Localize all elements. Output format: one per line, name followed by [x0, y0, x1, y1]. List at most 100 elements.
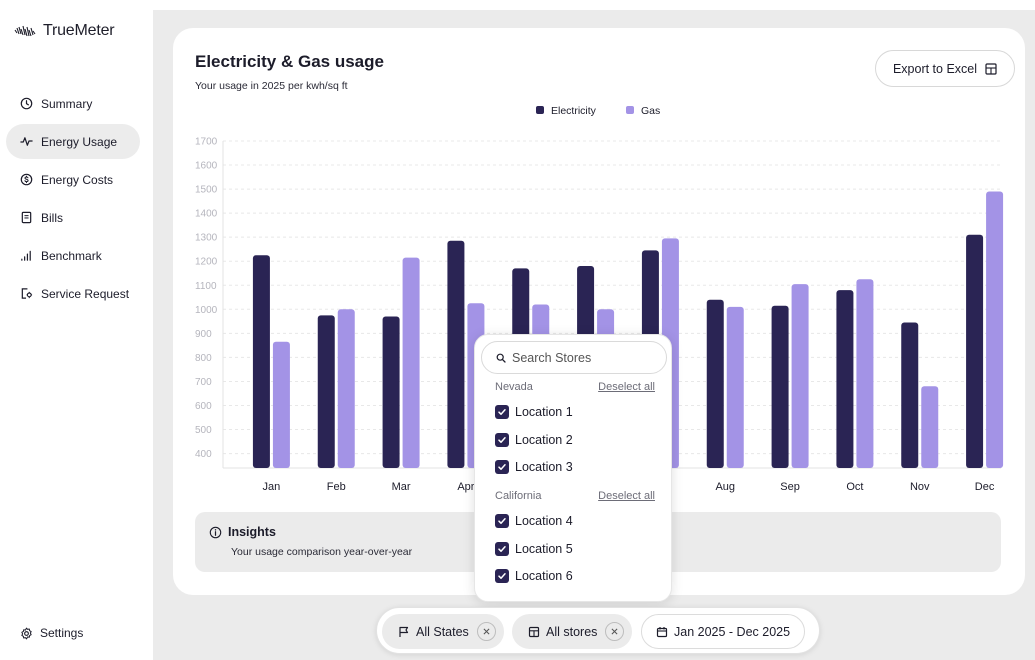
date-range-label: Jan 2025 - Dec 2025 — [674, 624, 791, 639]
y-tick-label: 1200 — [195, 257, 218, 268]
store-search[interactable] — [481, 341, 667, 374]
store-search-input[interactable] — [512, 350, 662, 365]
bar-electricity-dec — [966, 234, 984, 468]
y-tick-label: 1100 — [195, 281, 217, 292]
date-range-chip[interactable]: Jan 2025 - Dec 2025 — [641, 614, 806, 649]
x-tick-label: Nov — [910, 481, 930, 493]
y-tick-label: 1600 — [195, 161, 218, 172]
check-icon — [498, 546, 506, 552]
document-icon — [21, 211, 32, 224]
y-tick-label: 1300 — [195, 233, 218, 244]
flag-icon — [399, 626, 409, 637]
bar-gas-jan — [272, 341, 290, 468]
deselect-all-california-link[interactable]: Deselect all — [598, 490, 655, 502]
dollar-icon — [20, 173, 33, 186]
sidebar-item-energy-costs[interactable]: Energy Costs — [6, 162, 140, 197]
location-checkbox-item[interactable]: Location 2 — [495, 433, 573, 447]
location-label: Location 4 — [515, 514, 573, 528]
deselect-all-nevada-link[interactable]: Deselect all — [598, 381, 655, 393]
legend-swatch — [536, 106, 544, 114]
location-label: Location 2 — [515, 433, 573, 447]
checkbox-checked[interactable] — [495, 405, 509, 419]
checkbox-checked[interactable] — [495, 460, 509, 474]
sidebar: TrueMeter Summary Energy Usage Energy Co… — [0, 0, 153, 660]
clear-stores-button[interactable] — [605, 622, 625, 641]
y-tick-label: 600 — [195, 401, 212, 412]
logo-icon — [14, 25, 36, 37]
gear-icon — [21, 627, 32, 639]
sidebar-item-label: Service Request — [41, 286, 130, 301]
location-checkbox-item[interactable]: Location 6 — [495, 569, 573, 583]
y-tick-label: 800 — [195, 353, 212, 364]
checkbox-checked[interactable] — [495, 542, 509, 556]
sidebar-item-label: Summary — [41, 96, 93, 111]
check-icon — [498, 464, 506, 470]
states-filter-chip[interactable]: All States — [382, 614, 504, 649]
bar-electricity-oct — [836, 290, 854, 468]
location-label: Location 6 — [515, 569, 573, 583]
bar-electricity-apr — [447, 240, 465, 468]
brand-name: TrueMeter — [43, 22, 115, 39]
y-tick-label: 1500 — [195, 185, 218, 196]
x-tick-label: Apr — [457, 481, 474, 493]
export-to-excel-button[interactable]: Export to Excel — [875, 50, 1015, 87]
sidebar-item-settings[interactable]: Settings — [20, 626, 83, 640]
sidebar-item-service-request[interactable]: Service Request — [6, 276, 140, 311]
y-tick-label: 400 — [195, 449, 212, 460]
sidebar-item-label: Benchmark — [41, 248, 102, 263]
bar-gas-nov — [921, 386, 939, 468]
y-tick-label: 1700 — [195, 137, 218, 148]
group-header-california: California Deselect all — [495, 490, 655, 502]
location-checkbox-item[interactable]: Location 1 — [495, 405, 573, 419]
legend-swatch — [626, 106, 634, 114]
stores-filter-label: All stores — [546, 624, 598, 639]
check-icon — [498, 518, 506, 524]
calendar-icon — [656, 626, 668, 637]
x-tick-label: Dec — [975, 481, 995, 493]
bar-gas-sep — [791, 284, 809, 468]
location-checkbox-item[interactable]: Location 3 — [495, 460, 573, 474]
group-name: Nevada — [495, 381, 533, 393]
sidebar-item-bills[interactable]: Bills — [6, 200, 140, 235]
check-icon — [498, 437, 506, 443]
y-tick-label: 700 — [195, 377, 212, 388]
sidebar-item-summary[interactable]: Summary — [6, 86, 140, 121]
location-label: Location 1 — [515, 405, 573, 419]
check-icon — [498, 409, 506, 415]
bar-gas-dec — [986, 191, 1004, 468]
states-filter-label: All States — [416, 624, 469, 639]
info-icon — [209, 526, 222, 538]
location-label: Location 5 — [515, 542, 573, 556]
stores-filter-chip[interactable]: All stores — [512, 614, 633, 649]
clear-states-button[interactable] — [476, 622, 496, 641]
card-title: Electricity & Gas usage — [195, 52, 384, 71]
location-label: Location 3 — [515, 460, 573, 474]
insights-title: Insights — [209, 525, 276, 539]
sidebar-item-benchmark[interactable]: Benchmark — [6, 238, 140, 273]
store-icon — [528, 626, 540, 637]
x-tick-label: Sep — [780, 481, 800, 493]
checkbox-checked[interactable] — [495, 433, 509, 447]
y-tick-label: 1000 — [195, 305, 218, 316]
location-checkbox-item[interactable]: Location 4 — [495, 514, 573, 528]
bar-electricity-mar — [382, 316, 400, 468]
x-tick-label: Mar — [392, 481, 411, 493]
bar-gas-aug — [726, 306, 744, 468]
bars-icon — [21, 250, 31, 261]
y-tick-label: 900 — [195, 329, 212, 340]
checkbox-checked[interactable] — [495, 569, 509, 583]
brand-logo[interactable]: TrueMeter — [14, 22, 115, 40]
sidebar-item-energy-usage[interactable]: Energy Usage — [6, 124, 140, 159]
sidebar-item-label: Bills — [41, 210, 64, 225]
table-icon — [985, 62, 997, 75]
bar-gas-mar — [402, 257, 420, 468]
location-checkbox-item[interactable]: Location 5 — [495, 542, 573, 556]
close-icon — [483, 628, 490, 635]
insights-title-text: Insights — [228, 525, 276, 539]
checkbox-checked[interactable] — [495, 514, 509, 528]
sidebar-nav: Summary Energy Usage Energy Costs Bills … — [6, 86, 140, 314]
settings-label: Settings — [40, 626, 84, 640]
search-icon — [496, 353, 506, 363]
bar-electricity-sep — [771, 305, 789, 468]
export-label: Export to Excel — [892, 61, 978, 76]
